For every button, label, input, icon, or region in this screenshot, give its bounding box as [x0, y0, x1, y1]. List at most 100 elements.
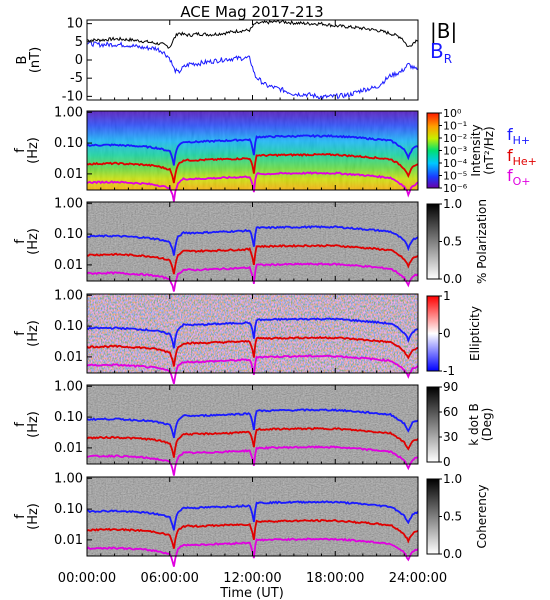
figure-title-text: ACE Mag 2017-213 [180, 3, 323, 21]
spec-cbar-title: Intensity [469, 124, 483, 176]
ell-fhe-line [86, 335, 419, 367]
y-axis-labels: B(nT)f(Hz)f(Hz)f(Hz)f(Hz)f(Hz) [13, 47, 43, 530]
time-tick-label: 18:00:00 [306, 571, 364, 586]
kdb-cbar-unit: (Deg) [480, 408, 494, 442]
spec-colorbar [426, 112, 440, 189]
ell-fh-line [86, 317, 419, 349]
b-legend: |B| BR [430, 19, 457, 66]
coh-ytick-label: 0.10 [54, 502, 83, 517]
fh-legend: fH+ [507, 125, 530, 147]
spec-cbar-unit: (nT²/Hz) [482, 126, 496, 174]
time-axis-label: Time (UT) [219, 586, 284, 600]
spec-fhe-line [86, 152, 419, 184]
spec-ytick-label: 0.01 [54, 167, 83, 182]
ell-cbar-label: 0 [443, 327, 451, 341]
ell-ytick-label: 0.01 [54, 350, 83, 365]
pol-cbar-label: 0.5 [443, 235, 462, 249]
b-r-legend: BR [430, 39, 452, 66]
spec-ylabel: f [13, 148, 28, 153]
b-total-legend: |B| [430, 19, 457, 43]
figure-title: ACE Mag 2017-213 [180, 3, 323, 21]
spec-ytick-label: 1.00 [54, 105, 83, 120]
coh-fhe-line [86, 518, 419, 549]
spec-cbar-label: 10⁻⁵ [443, 170, 467, 183]
kdb-fo-line [86, 445, 419, 476]
kdb-ylabel: f [13, 422, 28, 427]
ion-freq-legend: fH+ fHe+ fO+ [507, 125, 537, 188]
fo-legend: fO+ [507, 166, 531, 188]
time-tick-label: 00:00:00 [58, 571, 116, 586]
pol-cbar-label: 1.0 [443, 197, 462, 211]
kdb-cbar-label: 30 [443, 430, 458, 444]
b-frame [86, 19, 419, 101]
pol-colorbar [426, 203, 440, 280]
ell-cbar-title: Ellipticity [468, 306, 482, 361]
b-ylabel: B [15, 56, 30, 65]
panel-frames [86, 19, 419, 557]
spec-fo-line [86, 171, 419, 202]
coh-yunit: (Hz) [26, 503, 41, 530]
coh-fh-line [87, 500, 419, 531]
b-ytick-label: 10 [66, 17, 83, 32]
ell-yunit: (Hz) [26, 320, 41, 347]
kdb-ytick-label: 0.01 [54, 441, 83, 456]
time-tick-label: 12:00:00 [223, 571, 281, 586]
ell-ytick-label: 0.10 [54, 319, 83, 334]
pol-cbar-title: % Polarization [475, 199, 489, 284]
kdb-cbar-label: 90 [443, 380, 458, 394]
spec-cbar-label: 10⁻⁶ [443, 182, 468, 195]
kdb-ytick-label: 1.00 [54, 379, 83, 394]
kdb-ytick-label: 0.10 [54, 410, 83, 425]
coh-ylabel: f [13, 514, 28, 519]
spec-cbar-label: 10⁰ [443, 107, 462, 120]
kdb-colorbar [426, 386, 440, 463]
coh-cbar-label: 0.5 [443, 510, 462, 524]
spec-cbar-label: 10⁻⁴ [443, 157, 468, 170]
ell-ylabel: f [13, 331, 28, 336]
b-yunit: (nT) [28, 47, 43, 73]
kdb-fh-line [86, 408, 419, 439]
spec-cbar-label: 10⁻¹ [443, 120, 467, 133]
b-ytick-label: -5 [70, 71, 83, 86]
data-lines [86, 19, 419, 567]
b-ytick-label: 5 [75, 35, 83, 50]
kdb-cbar-title: k dot B [467, 403, 481, 445]
coh-cbar-title: Coherency [475, 484, 489, 548]
coh-colorbar [426, 478, 440, 555]
b-ytick-label: 0 [75, 53, 83, 68]
pol-fhe-line [86, 243, 419, 275]
spec-ytick-label: 0.10 [54, 136, 83, 151]
spec-cbar-label: 10⁻³ [443, 145, 467, 158]
ell-cbar-label: -1 [443, 364, 455, 378]
time-tick-label: 06:00:00 [141, 571, 199, 586]
coh-cbar-label: 1.0 [443, 472, 462, 486]
spec-fh-line [86, 134, 419, 166]
coh-ytick-label: 1.00 [54, 471, 83, 486]
spec-yunit: (Hz) [26, 137, 41, 164]
pol-ytick-label: 0.01 [54, 258, 83, 273]
axis-ticks: 1050-5-101.000.100.011.000.100.011.000.1… [54, 17, 419, 556]
pol-yunit: (Hz) [26, 228, 41, 255]
pol-fh-line [86, 225, 419, 256]
spec-cbar-label: 10⁻² [443, 132, 467, 145]
b-ytick-label: -10 [62, 89, 83, 104]
kdb-cbar-label: 60 [443, 405, 458, 419]
time-tick-label: 24:00:00 [389, 571, 447, 586]
kdb-cbar-label: 0 [443, 455, 451, 469]
kdb-fhe-line [86, 426, 419, 458]
ell-colorbar [426, 295, 440, 372]
time-axis: 00:00:00 06:00:00 12:00:00 18:00:00 24:0… [58, 571, 447, 600]
pol-ytick-label: 0.10 [54, 227, 83, 242]
b-total-series [86, 19, 419, 49]
kdb-yunit: (Hz) [26, 411, 41, 438]
b-r-series [86, 40, 419, 100]
pol-ylabel: f [13, 239, 28, 244]
coh-cbar-label: 0.0 [443, 547, 462, 561]
pol-ytick-label: 1.00 [54, 196, 83, 211]
ell-cbar-label: 1 [443, 289, 451, 303]
fhe-legend: fHe+ [507, 146, 537, 168]
ell-ytick-label: 1.00 [54, 288, 83, 303]
pol-cbar-label: 0.0 [443, 272, 462, 286]
